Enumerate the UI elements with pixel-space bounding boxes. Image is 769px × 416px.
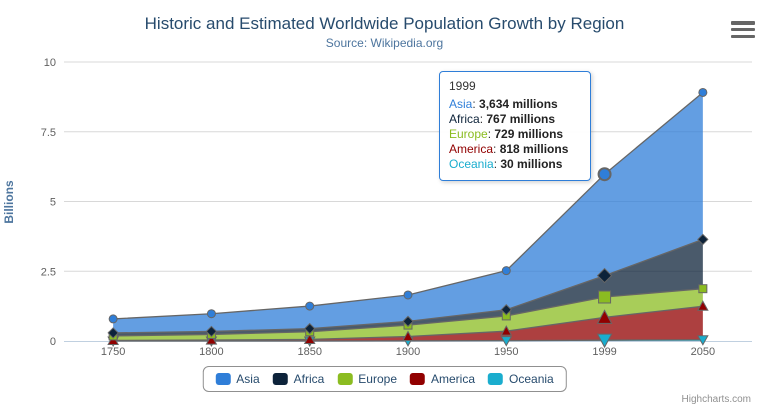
tooltip-series-name: America xyxy=(449,142,494,156)
legend-label: Asia xyxy=(236,372,260,386)
y-axis-label: 10 xyxy=(44,57,56,69)
marker-africa-2050[interactable] xyxy=(697,233,709,246)
legend-swatch-america xyxy=(410,373,426,385)
tooltip-header: 1999 xyxy=(449,79,476,93)
legend-item-asia[interactable]: Asia xyxy=(215,372,260,386)
credits-link[interactable]: Highcharts.com xyxy=(681,394,751,405)
legend-item-europe[interactable]: Europe xyxy=(337,372,397,386)
hamburger-bar xyxy=(731,34,755,38)
marker-america-1999[interactable] xyxy=(596,309,613,324)
tooltip-series-value: 3,634 millions xyxy=(479,97,558,111)
tooltip-series-name: Africa xyxy=(449,112,480,126)
tooltip-row-oceania: Oceania: 30 millions xyxy=(449,157,563,171)
marker-africa-1750[interactable] xyxy=(107,327,119,339)
legend-label: Oceania xyxy=(509,372,554,386)
marker-africa-1900[interactable] xyxy=(402,315,414,328)
tooltip-row-asia: Asia: 3,634 millions xyxy=(449,97,558,111)
marker-africa-1800[interactable] xyxy=(205,325,218,338)
marker-africa-1850[interactable] xyxy=(304,322,316,335)
marker-asia-2050[interactable] xyxy=(698,87,708,97)
y-axis-title: Billions xyxy=(2,180,16,224)
hamburger-bar xyxy=(731,21,755,25)
legend-label: Africa xyxy=(293,372,325,386)
tooltip: 1999 Asia: 3,634 millions Africa: 767 mil… xyxy=(439,71,591,181)
hamburger-bar xyxy=(731,27,755,32)
x-axis-label: 1900 xyxy=(396,346,420,358)
chart-title: Historic and Estimated Worldwide Populat… xyxy=(144,14,625,33)
tooltip-series-value: 729 millions xyxy=(494,127,564,141)
marker-europe-1999[interactable] xyxy=(598,290,612,304)
x-axis-label: 1750 xyxy=(101,346,125,358)
y-axis-label: 2.5 xyxy=(41,266,56,278)
y-axis-label: 5 xyxy=(50,197,56,209)
tooltip-series-value: 30 millions xyxy=(500,157,563,171)
legend-item-africa[interactable]: Africa xyxy=(272,372,325,386)
marker-oceania-1950[interactable] xyxy=(500,336,513,347)
x-axis-label: 1800 xyxy=(199,346,223,358)
legend-item-oceania[interactable]: Oceania xyxy=(488,372,554,386)
area-series-asia[interactable] xyxy=(113,92,703,333)
marker-america-1800[interactable] xyxy=(205,334,218,345)
tooltip-series-value: 767 millions xyxy=(486,112,556,126)
legend-swatch-oceania xyxy=(488,373,504,385)
legend-label: Europe xyxy=(358,372,398,386)
marker-america-2050[interactable] xyxy=(697,300,709,311)
marker-asia-1850[interactable] xyxy=(305,301,315,311)
export-menu-icon[interactable] xyxy=(731,21,755,38)
x-axis-label: 2050 xyxy=(691,346,715,358)
chart-subtitle: Source: Wikipedia.org xyxy=(325,36,444,50)
area-series-africa[interactable] xyxy=(113,239,703,336)
tooltip-row-america: America: 818 millions xyxy=(449,142,569,156)
tooltip-series-name: Asia xyxy=(449,97,473,111)
legend: Asia Africa Europe America Oceania xyxy=(202,366,567,392)
tooltip-series-name: Oceania xyxy=(449,157,494,171)
marker-america-1850[interactable] xyxy=(303,333,316,344)
x-axis-label: 1950 xyxy=(494,346,518,358)
marker-europe-2050[interactable] xyxy=(698,284,708,294)
y-axis-label: 7.5 xyxy=(41,127,56,139)
x-axis-label: 1999 xyxy=(592,346,616,358)
marker-africa-1950[interactable] xyxy=(500,304,512,316)
marker-asia-1999[interactable] xyxy=(597,167,612,182)
tooltip-rows: Asia: 3,634 millions Africa: 767 millions… xyxy=(449,97,581,172)
y-axis-label: 0 xyxy=(50,336,56,348)
tooltip-series-value: 818 millions xyxy=(499,142,569,156)
area-series-america[interactable] xyxy=(113,306,703,341)
marker-asia-1750[interactable] xyxy=(108,314,118,324)
tooltip-row-africa: Africa: 767 millions xyxy=(449,112,556,126)
marker-asia-1950[interactable] xyxy=(501,266,511,276)
marker-africa-1999[interactable] xyxy=(596,267,613,284)
marker-america-1900[interactable] xyxy=(402,330,414,341)
tooltip-series-name: Europe xyxy=(449,127,488,141)
tooltip-row-europe: Europe: 729 millions xyxy=(449,127,564,141)
marker-america-1950[interactable] xyxy=(500,325,513,336)
marker-asia-1900[interactable] xyxy=(403,290,413,300)
legend-swatch-asia xyxy=(215,373,231,385)
legend-swatch-europe xyxy=(337,373,353,385)
x-axis-label: 1850 xyxy=(297,346,321,358)
marker-oceania-1999[interactable] xyxy=(596,333,613,349)
legend-item-america[interactable]: America xyxy=(410,372,475,386)
marker-asia-1800[interactable] xyxy=(206,309,216,319)
legend-label: America xyxy=(431,372,476,386)
legend-swatch-africa xyxy=(272,373,288,385)
marker-oceania-2050[interactable] xyxy=(697,335,709,346)
